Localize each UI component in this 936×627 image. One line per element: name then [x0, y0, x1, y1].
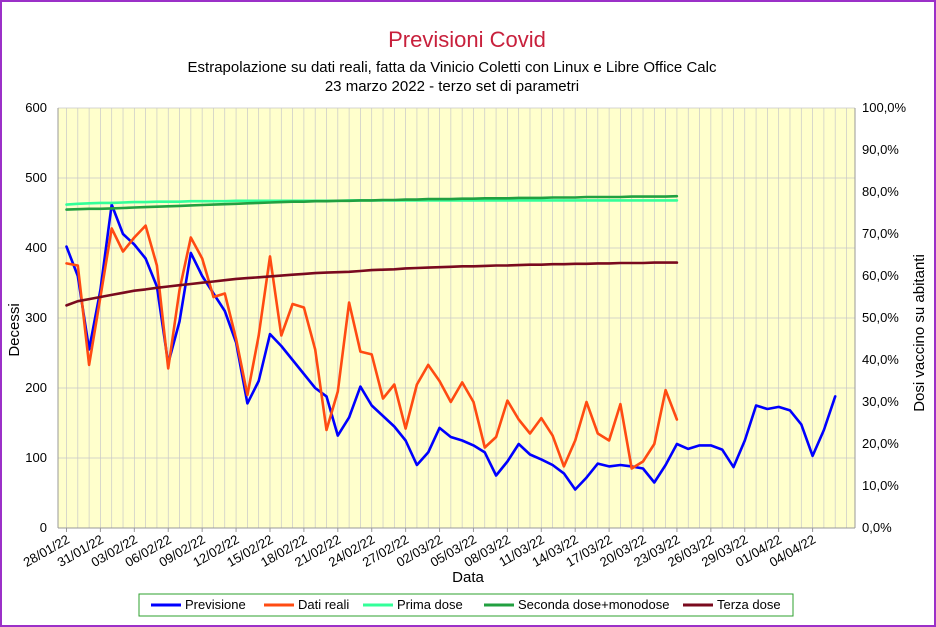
series-lines: [65, 194, 837, 491]
y-axis-label: Decessi: [6, 303, 23, 356]
y2-tick-label: 60,0%: [862, 268, 899, 283]
grid-lines: [58, 107, 855, 529]
right-y-ticks: 0,0% 10,0% 20,0% 30,0% 40,0% 50,0% 60,0% 70,0% 8…: [862, 100, 907, 535]
y2-tick-label: 90,0%: [862, 142, 899, 157]
axes: [57, 108, 856, 529]
x-ticks: 28/01/2231/01/2203/02/2206/02/2209/02/22…: [21, 528, 818, 570]
y2-tick-label: 50,0%: [862, 310, 899, 325]
series-previsione-line: [65, 203, 837, 491]
y2-tick-label: 0,0%: [862, 520, 892, 535]
y-tick-label: 200: [25, 380, 47, 395]
y-tick-label: 100: [25, 450, 47, 465]
y2-tick-label: 30,0%: [862, 394, 899, 409]
y2-tick-label: 10,0%: [862, 478, 899, 493]
legend-entries: Previsione Dati reali Prima dose Seconda do…: [151, 597, 781, 612]
legend-label-previsione: Previsione: [185, 597, 246, 612]
legend: [138, 593, 794, 617]
chart-title: Previsioni Covid: [388, 27, 546, 52]
y-tick-label: 400: [25, 240, 47, 255]
chart-subtitle-line-2: 23 marzo 2022 - terzo set di parametri: [325, 78, 579, 95]
series-terza-dose-line: [65, 261, 679, 307]
y2-tick-label: 20,0%: [862, 436, 899, 451]
legend-label-terza-dose: Terza dose: [717, 597, 781, 612]
legend-label-prima-dose: Prima dose: [397, 597, 463, 612]
series-seconda-dose-monodose-line: [65, 194, 679, 211]
left-y-ticks: 0 100 200 300 400 500 600: [25, 100, 47, 535]
legend-label-seconda-dose-monodose: Seconda dose+monodose: [518, 597, 669, 612]
y2-tick-label: 80,0%: [862, 184, 899, 199]
y-tick-label: 600: [25, 100, 47, 115]
y2-tick-label: 40,0%: [862, 352, 899, 367]
y2-tick-label: 100,0%: [862, 100, 907, 115]
y-tick-label: 300: [25, 310, 47, 325]
y2-tick-label: 70,0%: [862, 226, 899, 241]
y-tick-label: 0: [40, 520, 47, 535]
y2-axis-label: Dosi vaccino su abitanti: [911, 254, 928, 412]
x-axis-label: Data: [452, 569, 484, 586]
series-dati-reali-line: [65, 224, 679, 470]
legend-label-dati-reali: Dati reali: [298, 597, 349, 612]
y-tick-label: 500: [25, 170, 47, 185]
chart-subtitle-line-1: Estrapolazione su dati reali, fatta da V…: [188, 59, 717, 76]
